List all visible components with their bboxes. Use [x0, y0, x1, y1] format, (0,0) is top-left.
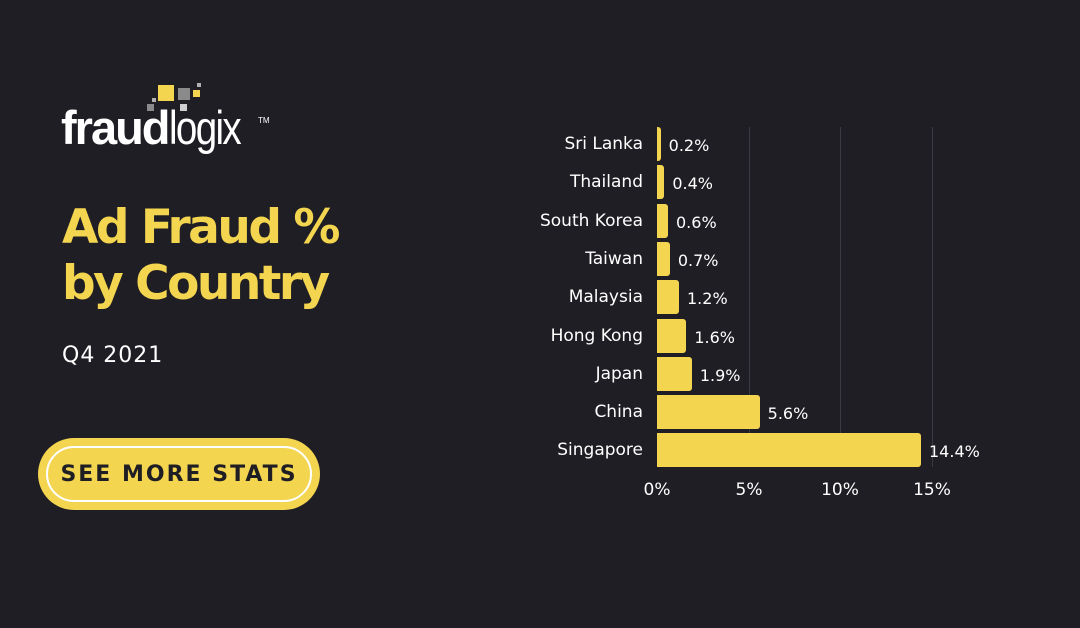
bar — [657, 356, 692, 391]
category-label: Taiwan — [585, 248, 643, 269]
category-label: Singapore — [557, 440, 643, 461]
logo-square-tiny — [197, 83, 201, 87]
category-label: Japan — [595, 363, 643, 384]
bar — [657, 127, 661, 161]
logo-square-gray-small — [147, 104, 154, 111]
category-label: Thailand — [569, 172, 643, 193]
bar — [657, 318, 687, 353]
value-label: 14.4% — [929, 442, 980, 462]
logo-square-gray — [178, 88, 190, 100]
see-more-stats-button[interactable]: SEE MORE STATS — [38, 438, 320, 510]
value-label: 1.2% — [687, 289, 728, 309]
logo-square-light — [180, 104, 187, 111]
value-label: 5.6% — [767, 404, 809, 424]
value-label: 0.2% — [668, 136, 710, 155]
x-tick: 10% — [821, 480, 859, 500]
gridline-15 — [932, 127, 933, 467]
category-label: China — [594, 402, 643, 423]
button-inner-outline: SEE MORE STATS — [46, 446, 312, 502]
title-line-2: by Country — [62, 256, 330, 311]
value-label: 0.4% — [672, 174, 713, 194]
gridline-10 — [840, 127, 841, 467]
period-subtitle: Q4 2021 — [62, 343, 164, 368]
bar — [657, 165, 665, 200]
page-title: Ad Fraud % by Country — [62, 200, 340, 312]
trademark: TM — [258, 116, 270, 125]
title-line-1: Ad Fraud % — [62, 200, 340, 255]
logo-light: logix — [168, 101, 242, 154]
x-tick: 15% — [913, 480, 951, 500]
bar — [657, 241, 670, 276]
gridline-5 — [749, 127, 750, 467]
bar-row: China 5.6% — [0, 395, 1080, 430]
value-label: 1.9% — [699, 365, 741, 385]
x-tick: 5% — [735, 480, 763, 500]
logo-bold: fraud — [61, 101, 170, 154]
value-label: 1.6% — [694, 327, 735, 347]
fraudlogix-logo: fraudlogix TM — [60, 80, 280, 160]
bar-row: Thailand 0.4% — [0, 165, 1080, 200]
logo-square-yellow-large — [158, 85, 174, 101]
button-label: SEE MORE STATS — [60, 461, 298, 487]
logo-square-tiny — [152, 98, 156, 102]
bar — [657, 395, 760, 430]
category-label: Malaysia — [568, 287, 643, 308]
category-label: South Korea — [539, 210, 643, 231]
value-label: 0.6% — [676, 212, 717, 232]
bar — [657, 203, 668, 238]
x-tick: 0% — [643, 480, 671, 500]
bar — [657, 433, 921, 468]
logo-wordmark: fraudlogix — [61, 104, 255, 151]
bar — [657, 280, 679, 315]
category-label: Sri Lanka — [564, 134, 643, 154]
logo-square-yellow-small — [193, 90, 200, 97]
value-label: 0.7% — [677, 250, 719, 270]
category-label: Hong Kong — [550, 325, 643, 346]
